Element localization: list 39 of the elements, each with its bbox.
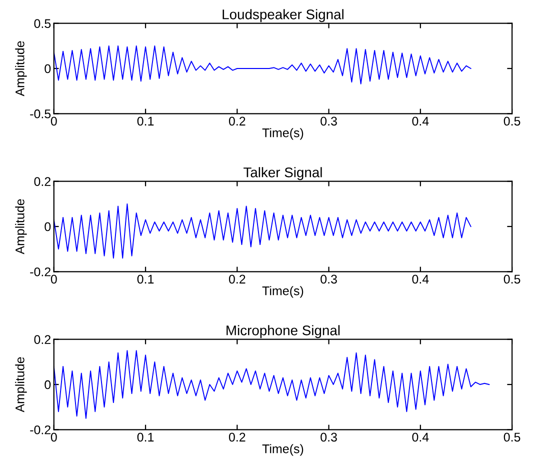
chart-title: Loudspeaker Signal [222,9,344,22]
x-tick-label: 0.2 [228,274,246,284]
x-tick-label: 0.3 [320,116,337,126]
x-axis-title: Time(s) [262,286,304,298]
y-tick-label: 0 [44,64,51,74]
x-axis-title: Time(s) [262,128,304,140]
x-tick-label: 0.2 [228,432,246,442]
x-tick-label: 0.5 [504,274,520,284]
y-tick-label: -0.2 [30,425,50,434]
y-tick-label: 0.2 [34,177,50,186]
x-tick-label: 0.3 [320,432,337,442]
line-series [54,203,472,259]
y-tick-label: -0.2 [30,267,50,276]
x-tick-label: 0.5 [504,116,520,126]
y-tick-label: 0 [44,222,51,232]
x-tick-label: 0 [50,432,57,442]
line-series [54,45,472,84]
y-tick-label: -0.5 [30,109,51,118]
x-tick-label: 0.3 [320,274,337,284]
x-tick-label: 0.4 [412,432,429,442]
chart-title: Talker Signal [244,167,322,180]
x-tick-label: 0.1 [137,116,154,126]
x-tick-label: 0.4 [412,116,429,126]
y-axis-title: Amplitude [15,41,27,96]
chart-title: Microphone Signal [226,325,340,338]
y-axis-title: Amplitude [15,199,27,254]
y-tick-label: 0 [44,380,51,390]
x-tick-label: 0.1 [137,432,154,442]
line-series [54,350,490,419]
x-tick-label: 0.1 [137,274,154,284]
x-axis-title: Time(s) [262,444,304,456]
x-tick-label: 0 [50,116,57,126]
x-tick-label: 0.2 [228,116,246,126]
y-tick-label: 0.5 [34,19,51,28]
x-tick-label: 0.4 [412,274,429,284]
y-axis-title: Amplitude [15,357,27,412]
y-tick-label: 0.2 [34,335,50,344]
x-tick-label: 0.5 [504,432,520,442]
x-tick-label: 0 [50,274,57,284]
